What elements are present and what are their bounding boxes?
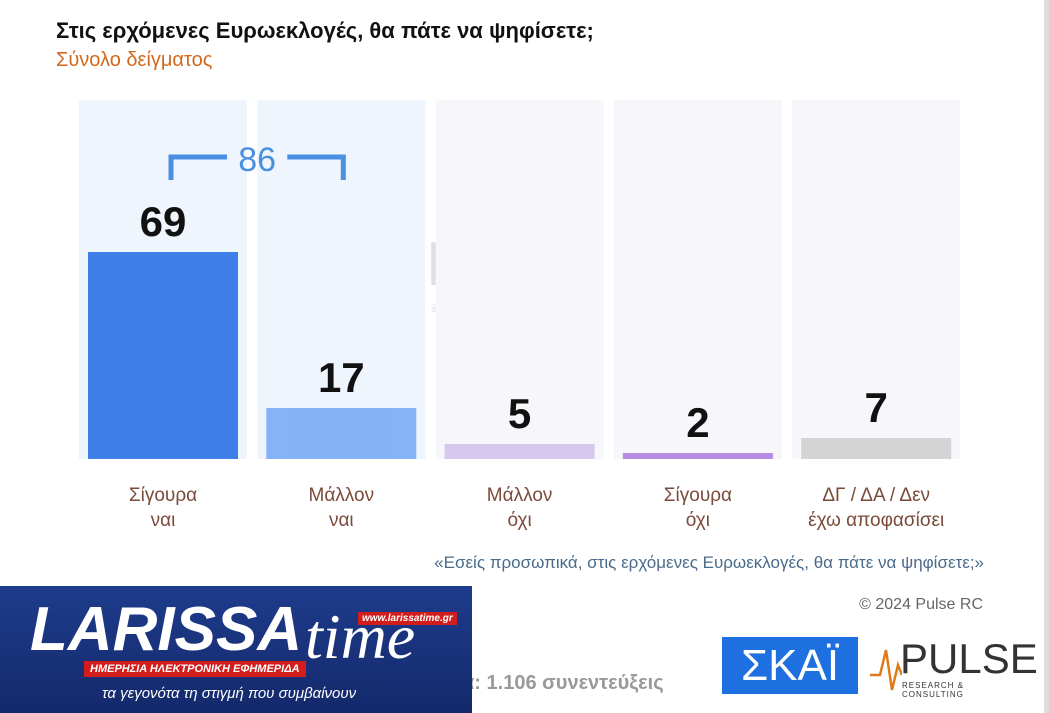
copyright: © 2024 Pulse RC [859, 596, 983, 613]
note: «Εσείς προσωπικά, στις ερχόμενες Ευρωεκλ… [434, 553, 984, 572]
value-label: 5 [508, 390, 531, 437]
pulse-logo: PULSE RESEARCH & CONSULTING [868, 635, 1038, 699]
skai-logo: ΣΚΑΪ [722, 637, 858, 694]
bar-core [288, 408, 395, 459]
bar-core [823, 438, 930, 459]
chart-subtitle: Σύνολο δείγματος [56, 49, 213, 71]
bar-core [466, 444, 573, 459]
sample-size: α: 1.106 συνεντεύξεις [462, 672, 664, 694]
value-label: 7 [865, 384, 888, 431]
larissa-motto: τα γεγονότα τη στιγμή που συμβαίνουν [102, 685, 357, 702]
bar-core [644, 453, 751, 459]
column-bg [613, 100, 782, 459]
bracket [168, 154, 346, 180]
larissa-tagline: ΗΜΕΡΗΣΙΑ ΗΛΕΚΤΡΟΝΙΚΗ ΕΦΗΜΕΡΙΔΑ [84, 661, 306, 677]
category-label: Μάλλον όχι [486, 485, 553, 531]
category-label: Μάλλον ναι [308, 485, 375, 531]
bar-core [110, 252, 216, 459]
pulse-sub: RESEARCH & CONSULTING [902, 681, 965, 699]
column-bg [792, 100, 961, 459]
column-bg [435, 100, 604, 459]
value-label: 2 [686, 399, 709, 446]
larissa-logo: LARISSA time www.larissatime.gr ΗΜΕΡΗΣΙΑ… [0, 586, 472, 713]
scroll-edge [1044, 0, 1049, 713]
larissa-word: LARISSA [30, 595, 303, 664]
larissa-url: www.larissatime.gr [358, 612, 457, 625]
pulse-icon [870, 649, 902, 691]
category-label: ΔΓ / ΔΑ / Δεν έχω αποφασίσει [808, 485, 945, 531]
pulse-word: PULSE [900, 635, 1038, 682]
category-label: Σίγουρα όχι [663, 485, 732, 531]
category-label: Σίγουρα ναι [128, 485, 198, 531]
bracket-label: 86 [238, 141, 276, 179]
chart-title: Στις ερχόμενες Ευρωεκλογές, θα πάτε να ψ… [56, 18, 594, 43]
value-label: 69 [140, 198, 187, 245]
column-bg [257, 100, 426, 459]
value-label: 17 [318, 354, 365, 401]
